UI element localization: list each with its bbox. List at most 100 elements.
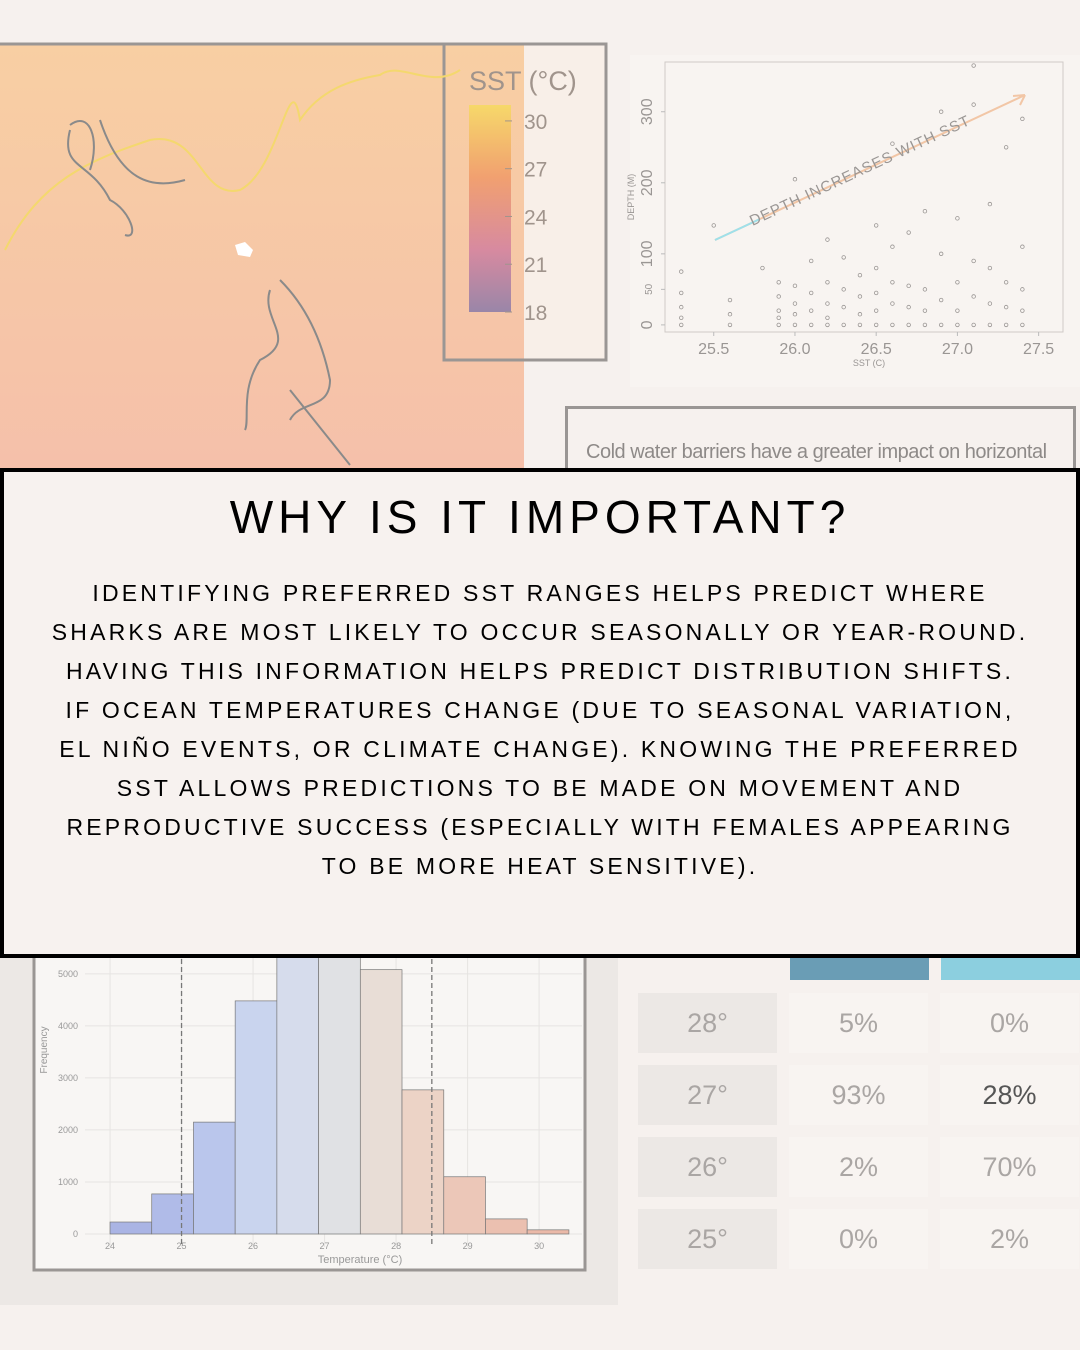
scatter-frame: [664, 61, 1064, 333]
point: [727, 297, 733, 303]
point: [1003, 304, 1009, 310]
bar: [151, 1193, 194, 1235]
point: [809, 322, 814, 328]
y-tick-label: 1000: [58, 1177, 78, 1187]
x-tick-label: 24: [105, 1241, 115, 1251]
point: [971, 322, 976, 328]
point: [679, 304, 684, 310]
note-text: Cold water barriers have a greater impac…: [586, 441, 1047, 463]
table-cell: 5%: [789, 993, 928, 1053]
point: [922, 308, 928, 313]
point: [938, 322, 944, 328]
x-tick-label: 27: [320, 1241, 330, 1251]
point: [955, 280, 960, 285]
x-tick-label: 26: [248, 1241, 258, 1251]
point: [1020, 244, 1025, 249]
colorbar: [469, 105, 511, 312]
info-panel: WHY IS IT IMPORTANT? IDENTIFYING PREFERR…: [0, 468, 1080, 958]
y-tick-label: 4000: [58, 1021, 78, 1031]
point: [809, 290, 814, 296]
x-tick-label: 29: [463, 1241, 473, 1251]
point: [776, 308, 781, 313]
table-cell: 0%: [789, 1209, 928, 1269]
header-cell: [790, 955, 929, 980]
x-axis-label: SST (C): [853, 358, 885, 368]
y-tick-label: 5000: [58, 969, 78, 979]
table-cell: 2%: [940, 1209, 1079, 1269]
point: [971, 102, 976, 107]
point: [938, 109, 944, 114]
point: [711, 223, 716, 228]
point: [906, 322, 911, 328]
x-tick-label: 25.5: [698, 341, 729, 358]
point: [857, 294, 863, 299]
bar: [193, 1121, 236, 1235]
point: [841, 304, 846, 310]
table-cell: 28%: [940, 1065, 1079, 1125]
shark-tracks: [67, 119, 351, 466]
panel-body: IDENTIFYING PREFERRED SST RANGES HELPS P…: [51, 580, 1029, 879]
point: [987, 301, 993, 306]
point: [679, 315, 684, 320]
point: [825, 301, 830, 306]
point: [1003, 322, 1009, 328]
point: [955, 216, 960, 221]
point: [841, 287, 846, 292]
bar: [109, 1221, 153, 1235]
island: [235, 242, 253, 257]
point: [922, 322, 928, 328]
colorbar-tick-label: 21: [524, 254, 547, 277]
y-tick-label: 0: [639, 320, 656, 329]
point: [792, 177, 798, 182]
point: [857, 322, 863, 328]
bar: [401, 1089, 445, 1235]
point: [679, 322, 684, 328]
point: [938, 297, 944, 303]
note-box: Cold water barriers have a greater impac…: [565, 406, 1076, 476]
point: [776, 294, 781, 299]
table-cell: 28°: [638, 993, 777, 1053]
bar: [318, 916, 361, 1235]
x-tick-label: 26.0: [779, 341, 810, 358]
bar: [443, 1176, 486, 1235]
point: [873, 290, 879, 296]
point: [890, 280, 895, 285]
x-tick-label: 26.5: [861, 341, 892, 358]
map-frame: [0, 42, 608, 362]
table-cell: 26°: [638, 1137, 777, 1197]
point: [873, 265, 879, 271]
point: [825, 237, 830, 242]
point: [857, 312, 863, 317]
point: [727, 322, 733, 328]
point: [906, 304, 911, 310]
point: [906, 283, 911, 289]
x-tick-label: 27.5: [1023, 341, 1054, 358]
point: [792, 301, 798, 306]
bar: [526, 1229, 570, 1235]
colorbar-tick-label: 18: [524, 302, 547, 325]
point: [987, 265, 993, 271]
y-tick-label: 200: [639, 169, 656, 196]
point: [922, 209, 928, 214]
point: [1003, 280, 1009, 285]
point: [727, 312, 733, 317]
point: [841, 322, 846, 328]
point: [679, 290, 684, 296]
colorbar-tick-label: 27: [524, 159, 547, 182]
point: [679, 269, 684, 274]
point: [922, 287, 928, 292]
point: [987, 201, 993, 207]
colorbar-tick-label: 24: [524, 206, 548, 229]
table-cell: 0%: [940, 993, 1079, 1053]
point: [825, 322, 830, 328]
point: [971, 294, 976, 299]
y-tick-label: 3000: [58, 1073, 78, 1083]
table-cell: 70%: [940, 1137, 1079, 1197]
point: [955, 322, 960, 328]
x-axis-label: Temperature (°C): [318, 1254, 402, 1266]
y-tick-label: 300: [639, 98, 656, 125]
table-cell: 2%: [789, 1137, 928, 1197]
point: [987, 322, 993, 328]
x-tick-label: 27.0: [942, 341, 973, 358]
